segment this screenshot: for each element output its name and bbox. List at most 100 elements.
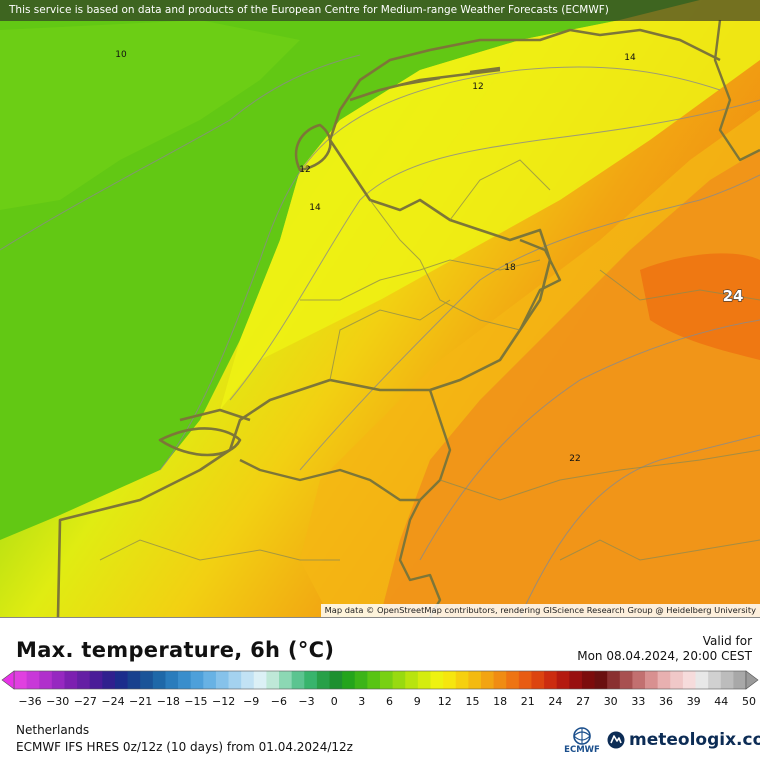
color-scale-swatch [64,671,78,689]
scale-tick-label: 24 [548,695,562,708]
color-scale-swatch [329,671,343,689]
color-scale-swatch [26,671,40,689]
scale-tick-label: 9 [414,695,421,708]
yellow-zone [220,0,760,410]
scale-right-arrow [745,670,759,690]
ecmwf-logo-text: ECMWF [564,745,600,755]
color-scale-swatch [279,671,293,689]
color-scale-swatch [367,671,381,689]
scale-tick-label: −12 [212,695,235,708]
color-scale-swatch [380,671,394,689]
color-scale-swatch [228,671,242,689]
ecmwf-globe-icon [573,727,591,745]
color-scale-swatch [114,671,128,689]
ecmwf-logo[interactable]: ECMWF [560,726,604,756]
color-scale-swatch [266,671,280,689]
contour-label-18: 18 [504,263,516,273]
valid-time: Mon 08.04.2024, 20:00 CEST [577,649,752,663]
color-scale-swatch [291,671,305,689]
sea-patch [0,20,300,210]
scale-tick-label: −24 [101,695,124,708]
contour-label-10: 10 [115,50,127,60]
color-scale-swatch [733,671,747,689]
valid-label: Valid for [702,634,752,648]
scale-tick-label: −18 [157,695,180,708]
chart-title: Max. temperature, 6h (°C) [16,638,335,662]
scale-tick-label: −6 [271,695,287,708]
scale-tick-label: 27 [576,695,590,708]
color-scale-swatch [556,671,570,689]
country-border [239,19,760,617]
contour-label-12-coast: 12 [299,165,310,175]
scale-tick-label: 33 [631,695,645,708]
color-scale-swatch [14,671,28,689]
color-scale-swatch [695,671,709,689]
color-scale-swatch [165,671,179,689]
scale-tick-label: −36 [18,695,41,708]
color-scale-swatch [190,671,204,689]
color-scale-swatch [682,671,696,689]
color-scale-bars [13,670,747,690]
color-scale-swatch [720,671,734,689]
color-scale-swatch [215,671,229,689]
scale-tick-label: −3 [298,695,314,708]
color-scale-swatch [417,671,431,689]
scale-tick-label: 6 [386,695,393,708]
color-scale-swatch [77,671,91,689]
province-borders [99,159,760,561]
scale-tick-label: 44 [714,695,728,708]
scale-tick-label: 15 [466,695,480,708]
color-scale-swatch [39,671,53,689]
scale-tick-label: 30 [604,695,618,708]
color-scale-swatch [392,671,406,689]
color-scale-swatch [203,671,217,689]
color-scale-swatch [569,671,583,689]
color-scale-swatch [619,671,633,689]
scale-tick-label: −30 [46,695,69,708]
color-scale-swatch [354,671,368,689]
color-scale-swatch [89,671,103,689]
color-scale-swatch [506,671,520,689]
color-scale-swatch [342,671,356,689]
color-scale-swatch [443,671,457,689]
max-value-label: 24 [723,287,744,305]
map-attribution[interactable]: Map data © OpenStreetMap contributors, r… [320,604,760,617]
color-scale-swatch [708,671,722,689]
color-scale-swatch [127,671,141,689]
color-scale-swatch [468,671,482,689]
scale-tick-label: 0 [331,695,338,708]
weather-map[interactable]: 10 12 12 14 14 18 22 24 This service is … [0,0,760,618]
color-scale-swatch [544,671,558,689]
color-scale-swatch [632,671,646,689]
scale-tick-label: −9 [243,695,259,708]
scale-tick-label: 21 [521,695,535,708]
scale-left-arrow [1,670,15,690]
meteologix-logo[interactable]: meteologix.com [606,729,760,751]
region-name: Netherlands [16,723,90,737]
scale-tick-label: 36 [659,695,673,708]
scale-tick-label: −21 [129,695,152,708]
contour-label-14-north: 14 [624,53,636,63]
color-scale-swatch [670,671,684,689]
color-scale-swatch [102,671,116,689]
color-scale-swatch [253,671,267,689]
color-scale-swatch [405,671,419,689]
model-info: ECMWF IFS HRES 0z/12z (10 days) from 01.… [16,740,353,754]
color-scale-swatch [493,671,507,689]
color-scale: −36 −30 −27 −24 −21 −18 −15 −12 −9 −6 −3 0 3 6 9 12 15 18… [1,670,759,708]
scale-tick-label: 3 [358,695,365,708]
color-scale-swatch [430,671,444,689]
temperature-field: 10 12 12 14 14 18 22 24 [0,0,760,617]
color-scale-swatch [178,671,192,689]
color-scale-swatch [241,671,255,689]
contour-label-14-west: 14 [309,203,321,213]
color-scale-swatch [51,671,65,689]
coastline [56,28,721,617]
hot-spot [640,253,760,360]
color-scale-swatch [316,671,330,689]
color-scale-swatch [140,671,154,689]
ecmwf-attribution: This service is based on data and produc… [0,0,760,21]
contour-label-22: 22 [569,454,580,464]
scale-tick-label: 50 [742,695,756,708]
color-scale-swatch [480,671,494,689]
